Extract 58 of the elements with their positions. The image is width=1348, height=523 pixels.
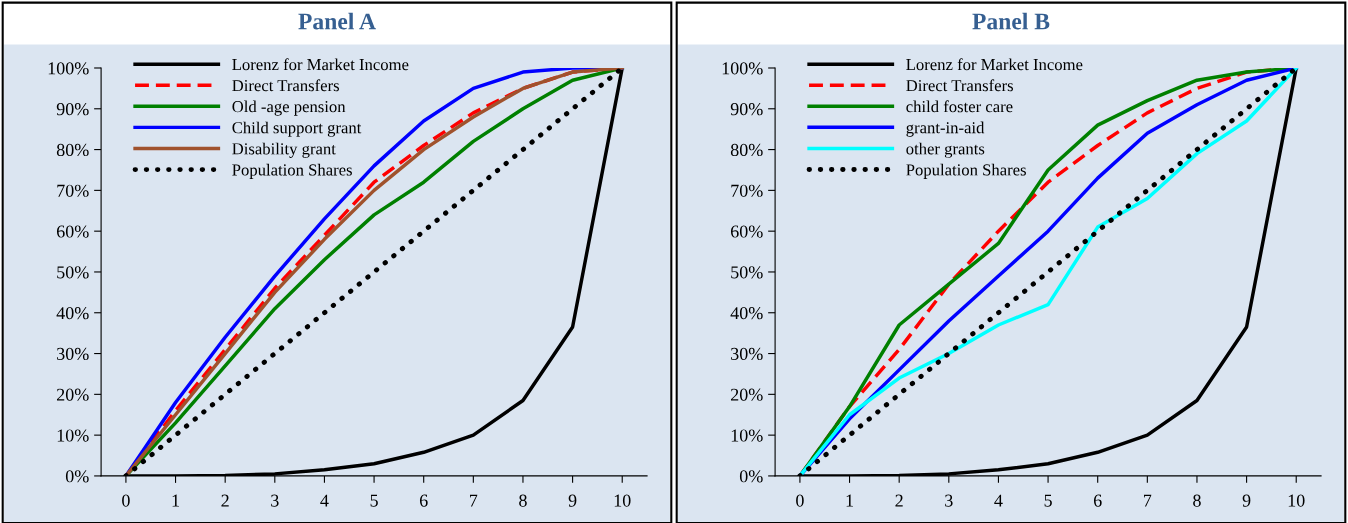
legend-label: Population Shares [906, 163, 1026, 179]
y-tick-label: 0% [65, 470, 89, 483]
x-tick-label: 3 [271, 494, 279, 507]
x-tick-label: 4 [320, 494, 329, 507]
y-tick-label: 30% [57, 347, 89, 361]
legend-label: Old -age pension [232, 100, 346, 116]
chart-title: Panel A [298, 12, 376, 30]
y-tick-label: 60% [730, 225, 763, 238]
y-tick-label: 10% [731, 429, 763, 442]
y-tick-label: 50% [57, 266, 89, 279]
x-tick-label: 10 [614, 494, 631, 507]
y-tick-label: 70% [731, 184, 763, 197]
y-tick-label: 30% [731, 347, 763, 361]
legend-label: Child support grant [232, 121, 362, 137]
y-tick-label: 70% [57, 184, 89, 197]
x-tick-label: 7 [1144, 494, 1152, 507]
y-tick-label: 80% [56, 143, 89, 157]
x-tick-label: 10 [1288, 494, 1305, 507]
y-tick-label: 100% [722, 62, 763, 75]
y-tick-label: 0% [739, 470, 763, 483]
y-tick-label: 60% [56, 225, 89, 238]
x-tick-label: 6 [419, 494, 428, 507]
x-tick-label: 8 [519, 494, 527, 507]
legend-label: Direct Transfers [906, 79, 1013, 92]
legend-label: Lorenz for Market Income [906, 58, 1083, 71]
legend-label: grant-in-aid [906, 121, 985, 137]
x-tick-label: 2 [221, 494, 229, 507]
y-tick-label: 10% [57, 429, 89, 442]
legend-label: child foster care [906, 100, 1013, 113]
x-tick-label: 5 [1044, 494, 1052, 507]
legend-label: Disability grant [232, 142, 336, 158]
y-tick-label: 90% [56, 103, 89, 116]
y-tick-label: 80% [730, 143, 763, 157]
y-tick-label: 100% [48, 62, 89, 75]
x-tick-label: 7 [470, 494, 478, 507]
y-tick-label: 20% [730, 388, 763, 401]
legend-label: Population Shares [232, 163, 352, 179]
legend-label: Direct Transfers [232, 79, 339, 92]
x-tick-label: 0 [796, 494, 804, 507]
y-tick-label: 40% [56, 307, 89, 320]
x-tick-label: 4 [994, 494, 1003, 507]
y-tick-label: 50% [731, 266, 763, 279]
x-tick-label: 5 [370, 494, 378, 507]
x-tick-label: 9 [568, 494, 577, 507]
legend-label: Lorenz for Market Income [232, 58, 409, 71]
chart-title: Panel B [972, 12, 1050, 30]
x-tick-label: 0 [122, 494, 130, 507]
x-tick-label: 9 [1242, 494, 1251, 507]
y-tick-label: 90% [730, 103, 763, 116]
x-tick-label: 1 [846, 494, 853, 507]
y-tick-label: 20% [56, 388, 89, 401]
x-tick-label: 6 [1093, 494, 1102, 507]
legend-label: other grants [906, 142, 985, 158]
x-tick-label: 8 [1193, 494, 1201, 507]
x-tick-label: 3 [945, 494, 953, 507]
y-tick-label: 40% [730, 307, 763, 320]
x-tick-label: 1 [172, 494, 179, 507]
x-tick-label: 2 [895, 494, 903, 507]
